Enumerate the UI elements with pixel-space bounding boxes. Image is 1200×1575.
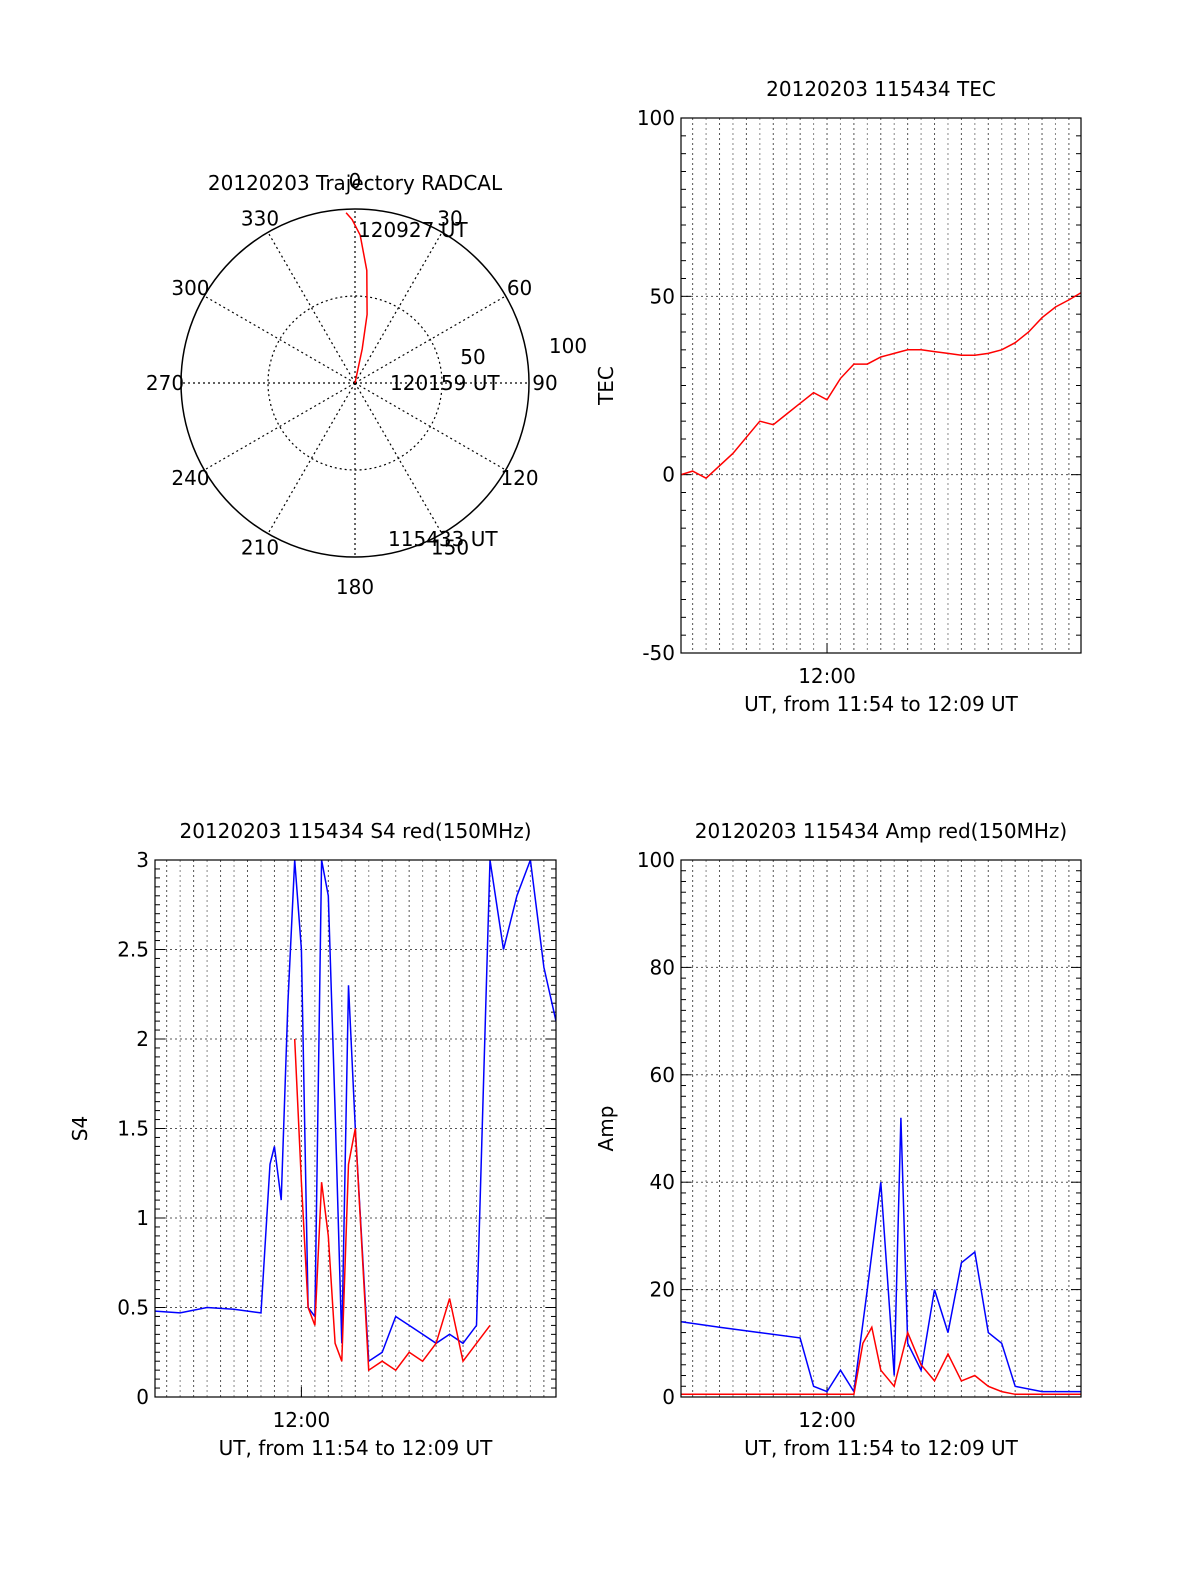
tec-chart-xlabel: UT, from 11:54 to 12:09 UT bbox=[744, 692, 1019, 716]
polar-angle-label: 300 bbox=[171, 276, 209, 300]
amp-chart-xtick-label: 12:00 bbox=[798, 1408, 856, 1432]
s4-chart-ytick-label: 1 bbox=[136, 1206, 149, 1230]
tec-chart-ytick-label: 50 bbox=[650, 284, 675, 308]
tec-chart-ylabel: TEC bbox=[594, 366, 618, 406]
tec-chart-frame bbox=[680, 117, 1082, 654]
polar-angle-label: 0 bbox=[349, 169, 362, 193]
s4-chart-ytick-label: 0 bbox=[136, 1385, 149, 1409]
polar-annotation-start-time: 115433 UT bbox=[388, 527, 498, 551]
polar-radial-label-50: 50 bbox=[460, 345, 485, 369]
amp-chart-ytick-label: 0 bbox=[662, 1385, 675, 1409]
s4-chart-ytick-label: 2.5 bbox=[117, 938, 149, 962]
tec-chart-ytick-label: -50 bbox=[642, 641, 675, 665]
polar-spoke bbox=[354, 382, 506, 471]
s4-chart-ytick-label: 2 bbox=[136, 1027, 149, 1051]
amp-chart-ytick-label: 80 bbox=[650, 955, 675, 979]
polar-angle-label: 210 bbox=[241, 536, 279, 560]
polar-angle-label: 90 bbox=[532, 371, 557, 395]
amp-chart: 20120203 115434 Amp red(150MHz) 100 80 60 40… bbox=[594, 819, 1082, 1460]
polar-annotation-mid-time: 120159 UT bbox=[390, 371, 500, 395]
amp-chart-series-0 bbox=[681, 1117, 1081, 1394]
polar-angle-label: 150 bbox=[431, 536, 469, 560]
polar-angle-label: 120 bbox=[500, 466, 538, 490]
polar-angle-label: 60 bbox=[507, 276, 532, 300]
polar-spoke bbox=[354, 295, 506, 384]
amp-chart-xlabel: UT, from 11:54 to 12:09 UT bbox=[744, 1436, 1019, 1460]
s4-chart: 20120203 115434 S4 red(150MHz) 3 2.5 2 1.5 1 0… bbox=[68, 819, 557, 1460]
s4-chart-xlabel: UT, from 11:54 to 12:09 UT bbox=[219, 1436, 494, 1460]
polar-spoke bbox=[267, 232, 356, 384]
polar-angle-label: 330 bbox=[241, 206, 279, 230]
s4-chart-ytick-label: 3 bbox=[136, 848, 149, 872]
polar-angle-labels: 0 30 60 90 120 150 180 210 240 270 300 330 bbox=[146, 169, 558, 599]
polar-spoke bbox=[267, 382, 356, 534]
s4-chart-ytick-label: 1.5 bbox=[117, 1117, 149, 1141]
polar-angle-label: 30 bbox=[437, 206, 462, 230]
polar-outer-circle bbox=[180, 208, 530, 558]
amp-chart-ytick-label: 60 bbox=[650, 1063, 675, 1087]
tec-chart-series-0 bbox=[681, 292, 1081, 480]
polar-spokes bbox=[181, 209, 529, 557]
trajectory-polar-chart: 20120203 Trajectory RADCAL 0 30 60 90 120 150… bbox=[146, 169, 587, 599]
s4-chart-frame bbox=[154, 859, 557, 1398]
s4-chart-title: 20120203 115434 S4 red(150MHz) bbox=[180, 819, 532, 843]
tec-chart-xtick-label: 12:00 bbox=[798, 664, 856, 688]
polar-angle-label: 240 bbox=[171, 466, 209, 490]
amp-chart-ytick-label: 100 bbox=[637, 848, 675, 872]
polar-spoke bbox=[354, 232, 443, 384]
tec-chart-ytick-label: 0 bbox=[662, 463, 675, 487]
amp-chart-ylabel: Amp bbox=[594, 1106, 618, 1152]
amp-chart-series-1 bbox=[681, 1325, 1081, 1396]
polar-angle-label: 270 bbox=[146, 371, 184, 395]
polar-spoke bbox=[204, 382, 356, 471]
s4-chart-series-0 bbox=[155, 860, 556, 1363]
s4-chart-ylabel: S4 bbox=[68, 1116, 92, 1141]
amp-chart-ytick-label: 40 bbox=[650, 1170, 675, 1194]
polar-spoke bbox=[204, 295, 356, 384]
polar-angle-label: 180 bbox=[336, 575, 374, 599]
polar-spoke bbox=[354, 382, 443, 534]
amp-chart-frame bbox=[680, 859, 1082, 1398]
s4-chart-ytick-label: 0.5 bbox=[117, 1296, 149, 1320]
amp-chart-ytick-label: 20 bbox=[650, 1278, 675, 1302]
s4-chart-xtick-label: 12:00 bbox=[273, 1408, 331, 1432]
tec-chart-title: 20120203 115434 TEC bbox=[766, 77, 996, 101]
s4-chart-series-1 bbox=[293, 1038, 491, 1372]
polar-radial-label-100: 100 bbox=[549, 334, 587, 358]
tec-chart-ytick-label: 100 bbox=[637, 106, 675, 130]
polar-chart-title: 20120203 Trajectory RADCAL bbox=[208, 171, 503, 195]
polar-annotation-end-time: 120927 UT bbox=[358, 218, 468, 242]
tec-chart: 20120203 115434 TEC 100 50 0 -50 12:00 UT, fro… bbox=[594, 77, 1082, 716]
amp-chart-title: 20120203 115434 Amp red(150MHz) bbox=[695, 819, 1067, 843]
polar-trajectory-line bbox=[345, 212, 368, 384]
